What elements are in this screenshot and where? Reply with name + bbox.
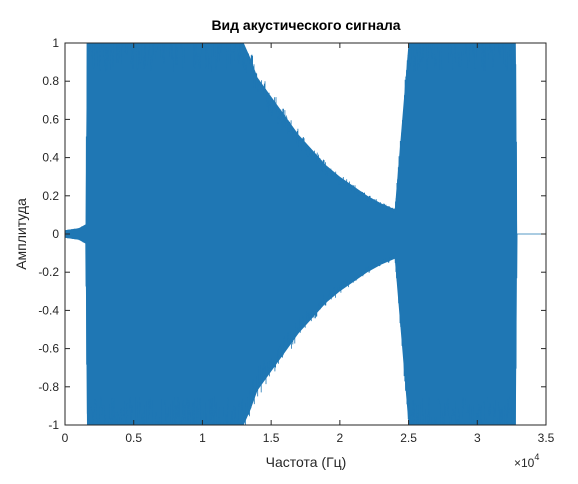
chart-title: Вид акустического сигнала [211,17,400,33]
x-tick-label: 1 [199,431,206,445]
x-tick-label: 2.5 [400,431,417,445]
x-axis-exponent: ×104 [514,452,539,470]
y-tick-label: 0 [52,227,59,241]
y-tick-label: 1 [52,36,59,50]
y-tick-label: 0.2 [42,189,59,203]
y-tick-label: -0.4 [38,303,59,317]
x-tick-label: 3.5 [538,431,555,445]
x-exponent-base: ×10 [514,456,535,470]
y-tick-label: 0.6 [42,112,59,126]
x-exponent-power: 4 [534,452,539,462]
plot-area [64,42,546,426]
y-axis-label: Амплитуда [13,198,29,270]
x-tick-label: 0.5 [125,431,142,445]
y-tick-label: -0.8 [38,380,59,394]
y-tick-label: 0.4 [42,151,59,165]
x-tick-label: 0 [62,431,69,445]
x-axis-ticks: 0 0.5 1 1.5 2 2.5 3 3.5 [62,43,555,445]
x-axis-label: Частота (Гц) [266,454,347,470]
x-tick-label: 1.5 [263,431,280,445]
y-tick-label: -0.6 [38,342,59,356]
x-tick-label: 2 [337,431,344,445]
y-tick-label: -0.2 [38,265,59,279]
y-tick-label: -1 [48,418,59,432]
signal-trace-line [64,42,546,426]
y-tick-label: 0.8 [42,74,59,88]
y-axis-ticks: -1 -0.8 -0.6 -0.4 -0.2 0 0.2 0.4 0.6 0.8 1 [38,36,546,432]
x-tick-label: 3 [474,431,481,445]
